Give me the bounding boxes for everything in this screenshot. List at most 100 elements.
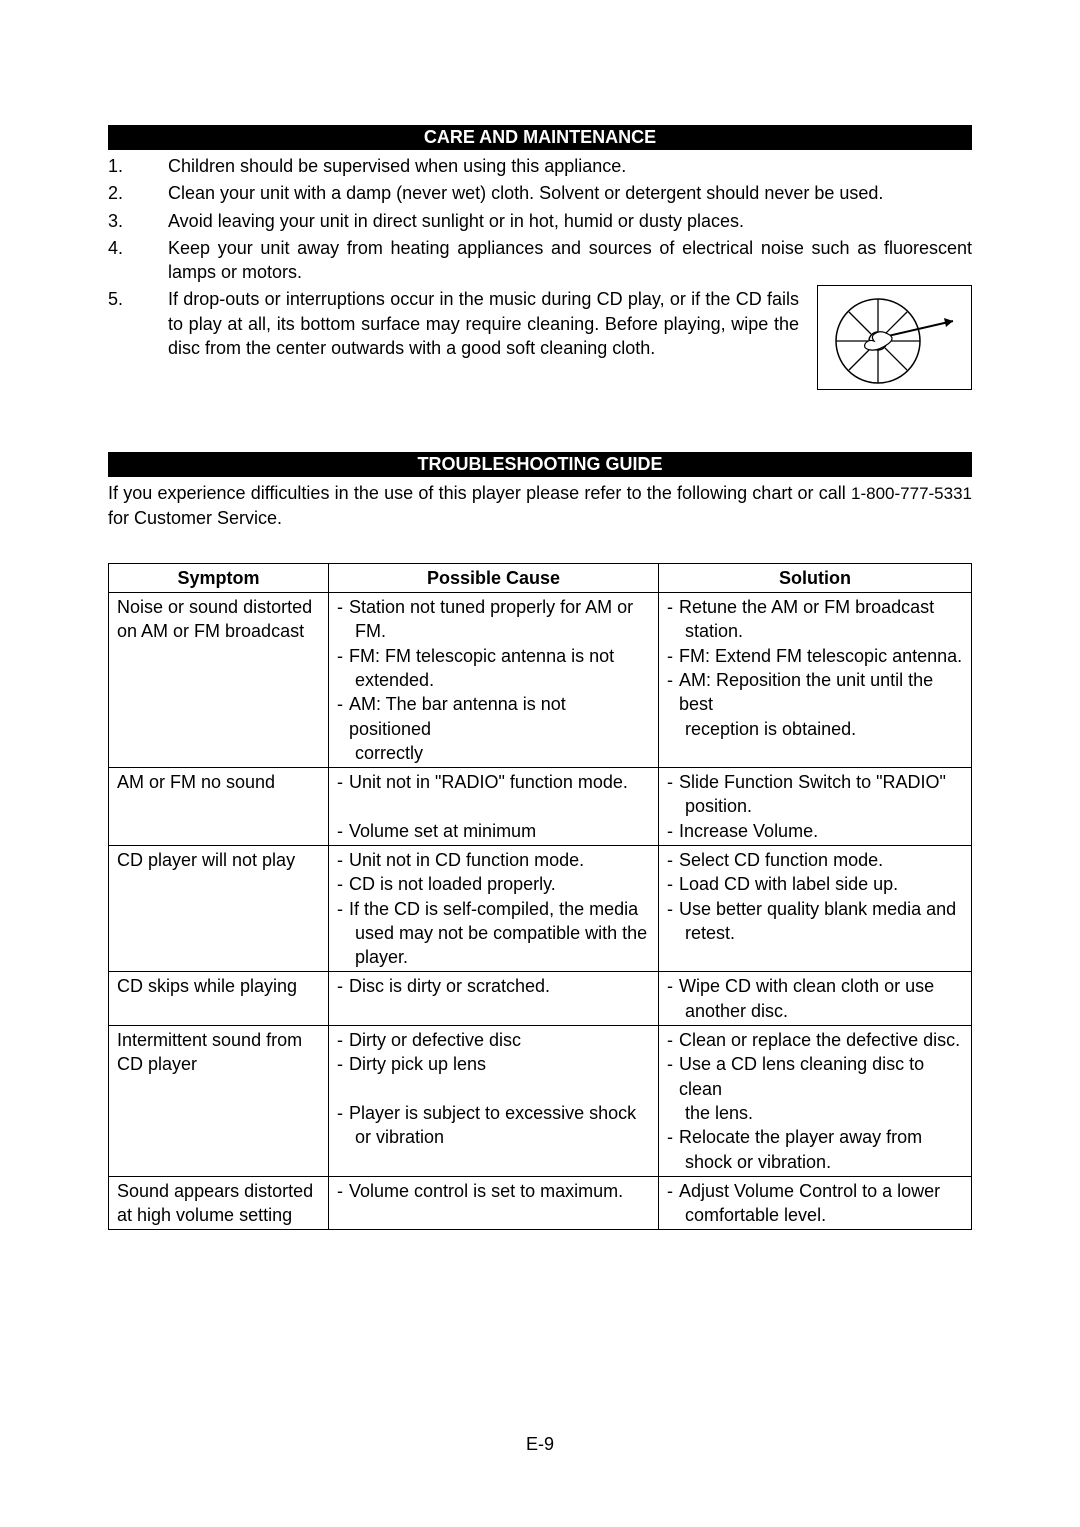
list-text: Avoid leaving your unit in direct sunlig… [168, 209, 972, 233]
cell-line: Unit not in CD function mode. [337, 848, 650, 872]
list-item: 3. Avoid leaving your unit in direct sun… [108, 209, 972, 233]
cell-text: extended. [337, 668, 434, 692]
dash [667, 872, 679, 896]
cell-text: Retune the AM or FM broadcast [679, 595, 934, 619]
list-number: 1. [108, 154, 168, 178]
td-symptom: CD player will not play [109, 845, 329, 971]
cell-line: Relocate the player away from [667, 1125, 963, 1149]
cell-line: FM: FM telescopic antenna is not [337, 644, 650, 668]
care-list: 1. Children should be supervised when us… [108, 154, 972, 390]
list-text: If drop-outs or interruptions occur in t… [168, 287, 799, 390]
dash [337, 819, 349, 843]
cell-line: Unit not in "RADIO" function mode. [337, 770, 650, 794]
cell-text: FM. [337, 619, 386, 643]
cell-text: Increase Volume. [679, 819, 818, 843]
dash [667, 770, 679, 794]
list-number: 4. [108, 236, 168, 285]
page-number: E-9 [0, 1434, 1080, 1455]
cell-text: Unit not in CD function mode. [349, 848, 584, 872]
cell-text: Player is subject to excessive shock [349, 1101, 636, 1125]
cell-line: AM: The bar antenna is not positioned [337, 692, 650, 741]
cell-line [337, 1077, 650, 1101]
list-text: Children should be supervised when using… [168, 154, 972, 178]
td-symptom: Noise or sound distorted on AM or FM bro… [109, 593, 329, 768]
cell-text: Unit not in "RADIO" function mode. [349, 770, 628, 794]
cell-line: comfortable level. [667, 1203, 963, 1227]
cell-line: Use a CD lens cleaning disc to clean [667, 1052, 963, 1101]
cell-text: or vibration [337, 1125, 444, 1149]
cell-text: Wipe CD with clean cloth or use [679, 974, 934, 998]
cell-line: Dirty pick up lens [337, 1052, 650, 1076]
th-cause: Possible Cause [329, 563, 659, 592]
cell-text: retest. [667, 921, 735, 945]
dash [337, 1101, 349, 1125]
td-cause: Disc is dirty or scratched. [329, 972, 659, 1026]
cell-line: Dirty or defective disc [337, 1028, 650, 1052]
cell-line: reception is obtained. [667, 717, 963, 741]
cell-text: another disc. [667, 999, 788, 1023]
table-row: Sound appears distorted at high volume s… [109, 1176, 972, 1230]
cell-text: position. [667, 794, 752, 818]
cell-text: Use better quality blank media and [679, 897, 956, 921]
cell-line: FM. [337, 619, 650, 643]
cell-line: Clean or replace the defective disc. [667, 1028, 963, 1052]
table-row: Intermittent sound from CD playerDirty o… [109, 1026, 972, 1177]
cell-line: Increase Volume. [667, 819, 963, 843]
cell-text: AM: Reposition the unit until the best [679, 668, 963, 717]
dash [667, 668, 679, 717]
table-row: Noise or sound distorted on AM or FM bro… [109, 593, 972, 768]
cell-line: shock or vibration. [667, 1150, 963, 1174]
table-row: CD player will not play Unit not in CD fu… [109, 845, 972, 971]
cell-text: used may not be compatible with the [337, 921, 647, 945]
list-text: Keep your unit away from heating applian… [168, 236, 972, 285]
dash [667, 819, 679, 843]
cell-line: position. [667, 794, 963, 818]
table-row: AM or FM no soundUnit not in "RADIO" fun… [109, 768, 972, 846]
dash [337, 848, 349, 872]
dash [667, 897, 679, 921]
cell-line: Wipe CD with clean cloth or use [667, 974, 963, 998]
cell-line: Player is subject to excessive shock [337, 1101, 650, 1125]
td-symptom: Sound appears distorted at high volume s… [109, 1176, 329, 1230]
td-solution: Adjust Volume Control to a lowercomforta… [659, 1176, 972, 1230]
cell-text: Use a CD lens cleaning disc to clean [679, 1052, 963, 1101]
td-solution: Select CD function mode.Load CD with lab… [659, 845, 972, 971]
cell-line: Retune the AM or FM broadcast [667, 595, 963, 619]
cell-text: FM: FM telescopic antenna is not [349, 644, 614, 668]
cell-text: correctly [337, 741, 423, 765]
cell-text: If the CD is self-compiled, the media [349, 897, 638, 921]
cell-line: Use better quality blank media and [667, 897, 963, 921]
dash [337, 974, 349, 998]
td-symptom: Intermittent sound from CD player [109, 1026, 329, 1177]
cell-text: comfortable level. [667, 1203, 826, 1227]
cell-line [337, 794, 650, 818]
cell-text: Select CD function mode. [679, 848, 883, 872]
td-cause: Unit not in "RADIO" function mode. Volum… [329, 768, 659, 846]
support-phone: 1-800-777-5331 [851, 484, 972, 503]
cell-line: AM: Reposition the unit until the best [667, 668, 963, 717]
cell-line: Adjust Volume Control to a lower [667, 1179, 963, 1203]
dash [337, 897, 349, 921]
th-symptom: Symptom [109, 563, 329, 592]
cell-text: Adjust Volume Control to a lower [679, 1179, 940, 1203]
cell-text: Relocate the player away from [679, 1125, 922, 1149]
dash [667, 1125, 679, 1149]
list-number: 3. [108, 209, 168, 233]
list-number: 5. [108, 287, 168, 390]
dash [667, 1052, 679, 1101]
cell-text: shock or vibration. [667, 1150, 831, 1174]
td-solution: Retune the AM or FM broadcaststation.FM:… [659, 593, 972, 768]
td-cause: Dirty or defective discDirty pick up len… [329, 1026, 659, 1177]
cell-line: player. [337, 945, 650, 969]
intro-text-a: If you experience difficulties in the us… [108, 483, 851, 503]
dash [667, 848, 679, 872]
cell-line: Volume set at minimum [337, 819, 650, 843]
td-symptom: CD skips while playing [109, 972, 329, 1026]
th-solution: Solution [659, 563, 972, 592]
dash [337, 1028, 349, 1052]
list-item: 2. Clean your unit with a damp (never we… [108, 181, 972, 205]
cell-line: retest. [667, 921, 963, 945]
td-solution: Wipe CD with clean cloth or useanother d… [659, 972, 972, 1026]
cell-line: Disc is dirty or scratched. [337, 974, 650, 998]
cell-text: player. [337, 945, 408, 969]
